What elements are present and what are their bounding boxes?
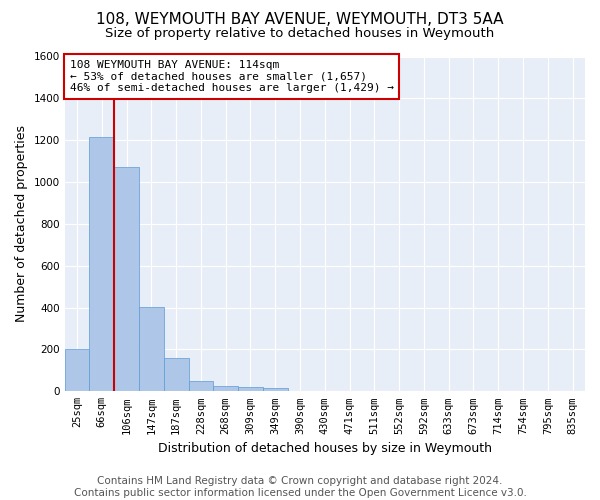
- Bar: [263, 388, 287, 392]
- Text: Size of property relative to detached houses in Weymouth: Size of property relative to detached ho…: [106, 28, 494, 40]
- Bar: [188, 382, 214, 392]
- Text: Contains HM Land Registry data © Crown copyright and database right 2024.
Contai: Contains HM Land Registry data © Crown c…: [74, 476, 526, 498]
- Bar: [65, 350, 89, 392]
- Bar: [139, 306, 164, 392]
- Text: 108, WEYMOUTH BAY AVENUE, WEYMOUTH, DT3 5AA: 108, WEYMOUTH BAY AVENUE, WEYMOUTH, DT3 …: [96, 12, 504, 28]
- Y-axis label: Number of detached properties: Number of detached properties: [15, 126, 28, 322]
- X-axis label: Distribution of detached houses by size in Weymouth: Distribution of detached houses by size …: [158, 442, 492, 455]
- Text: 108 WEYMOUTH BAY AVENUE: 114sqm
← 53% of detached houses are smaller (1,657)
46%: 108 WEYMOUTH BAY AVENUE: 114sqm ← 53% of…: [70, 60, 394, 93]
- Bar: [89, 137, 114, 392]
- Bar: [238, 387, 263, 392]
- Bar: [164, 358, 188, 392]
- Bar: [214, 386, 238, 392]
- Bar: [114, 168, 139, 392]
